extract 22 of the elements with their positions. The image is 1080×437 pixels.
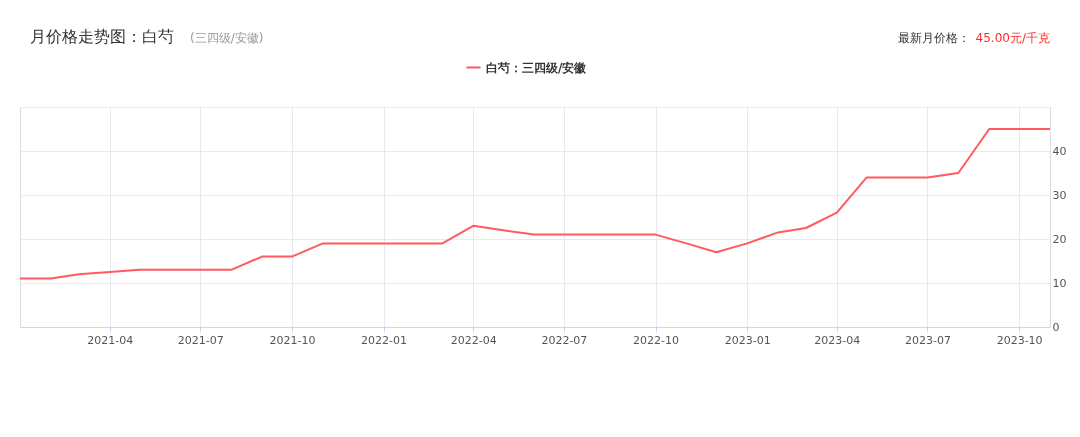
legend-label: 白芍：三四级/安徽: [486, 60, 588, 75]
x-tick-label: 2022-01: [361, 333, 408, 347]
text: 最新月价格：: [898, 31, 970, 45]
x-tick-label: 2022-07: [541, 333, 588, 347]
x-tick-label: 2023-10: [996, 333, 1043, 347]
x-tick-label: 2023-07: [904, 333, 951, 347]
x-tick-label: 2022-04: [450, 333, 497, 347]
y-tick-label: 40: [1052, 144, 1067, 158]
x-tick-label: 2022-10: [633, 333, 680, 347]
text: 45.00元/千克: [975, 31, 1050, 45]
line-series: [19, 128, 1051, 280]
x-tick-label: 2021-10: [269, 333, 316, 347]
chart-title: 月价格走势图：白芍: [30, 27, 174, 46]
y-tick-label: 30: [1052, 188, 1067, 202]
x-tick-label: 2021-04: [87, 333, 134, 347]
y-tick-label: 0: [1052, 320, 1060, 334]
chart-subtitle: (三四级/安徽): [190, 31, 264, 45]
x-tick-label: 2023-04: [814, 333, 861, 347]
y-tick-label: 10: [1052, 276, 1067, 290]
x-tick-label: 2023-01: [724, 333, 771, 347]
x-tick-label: 2021-07: [177, 333, 224, 347]
y-tick-label: 20: [1052, 232, 1067, 246]
